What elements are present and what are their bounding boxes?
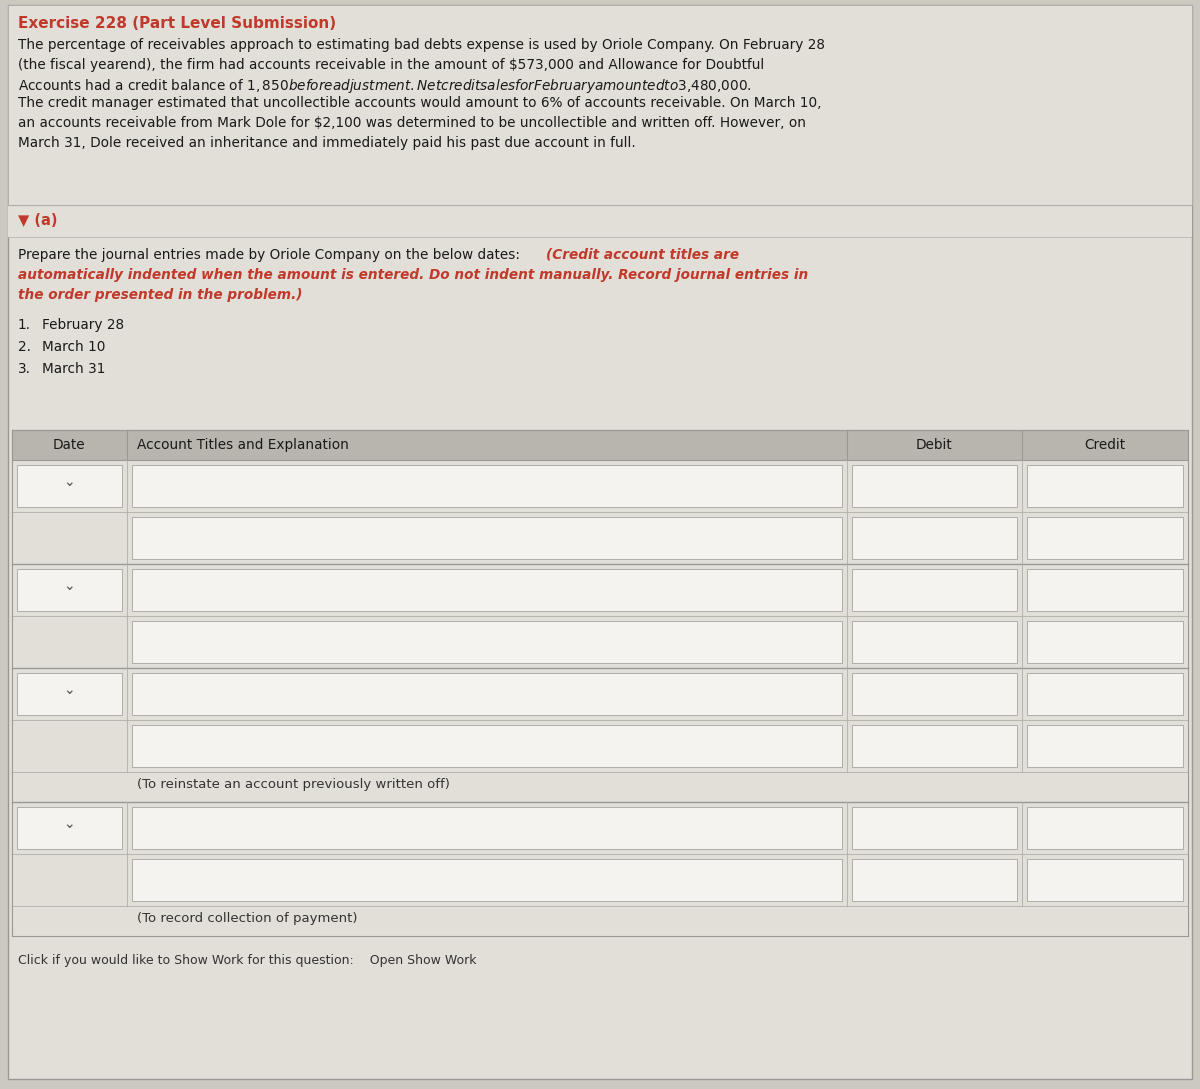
FancyBboxPatch shape xyxy=(852,465,1018,507)
FancyBboxPatch shape xyxy=(1027,568,1183,611)
Text: 1.: 1. xyxy=(18,318,31,332)
Text: Debit: Debit xyxy=(916,438,953,452)
Text: Prepare the journal entries made by Oriole Company on the below dates:: Prepare the journal entries made by Orio… xyxy=(18,248,524,262)
Text: automatically indented when the amount is entered. Do not indent manually. Recor: automatically indented when the amount i… xyxy=(18,268,809,282)
FancyBboxPatch shape xyxy=(17,673,122,715)
FancyBboxPatch shape xyxy=(852,621,1018,663)
FancyBboxPatch shape xyxy=(17,568,122,611)
Text: March 31: March 31 xyxy=(42,362,106,376)
FancyBboxPatch shape xyxy=(1027,517,1183,559)
Text: March 10: March 10 xyxy=(42,340,106,354)
FancyBboxPatch shape xyxy=(1027,621,1183,663)
Text: Click if you would like to Show Work for this question:    Open Show Work: Click if you would like to Show Work for… xyxy=(18,954,476,967)
Text: Exercise 228 (Part Level Submission): Exercise 228 (Part Level Submission) xyxy=(18,16,336,30)
FancyBboxPatch shape xyxy=(132,517,842,559)
Text: (the fiscal yearend), the firm had accounts receivable in the amount of $573,000: (the fiscal yearend), the firm had accou… xyxy=(18,58,764,72)
Text: Credit: Credit xyxy=(1085,438,1126,452)
FancyBboxPatch shape xyxy=(1027,465,1183,507)
Text: an accounts receivable from Mark Dole for $2,100 was determined to be uncollecti: an accounts receivable from Mark Dole fo… xyxy=(18,117,806,130)
FancyBboxPatch shape xyxy=(132,465,842,507)
Text: February 28: February 28 xyxy=(42,318,124,332)
FancyBboxPatch shape xyxy=(12,430,1188,460)
FancyBboxPatch shape xyxy=(852,859,1018,901)
Text: 3.: 3. xyxy=(18,362,31,376)
FancyBboxPatch shape xyxy=(8,205,1192,237)
FancyBboxPatch shape xyxy=(132,859,842,901)
Text: ⌄: ⌄ xyxy=(64,817,74,831)
FancyBboxPatch shape xyxy=(852,517,1018,559)
FancyBboxPatch shape xyxy=(132,807,842,849)
Text: (To reinstate an account previously written off): (To reinstate an account previously writ… xyxy=(137,778,450,791)
FancyBboxPatch shape xyxy=(1027,673,1183,715)
Text: the order presented in the problem.): the order presented in the problem.) xyxy=(18,287,302,302)
Text: ▼ (a): ▼ (a) xyxy=(18,213,58,228)
FancyBboxPatch shape xyxy=(1027,807,1183,849)
Text: Date: Date xyxy=(53,438,85,452)
Text: ⌄: ⌄ xyxy=(64,683,74,697)
FancyBboxPatch shape xyxy=(8,5,1192,205)
FancyBboxPatch shape xyxy=(17,807,122,849)
Text: ⌄: ⌄ xyxy=(64,475,74,489)
FancyBboxPatch shape xyxy=(132,621,842,663)
Text: (Credit account titles are: (Credit account titles are xyxy=(546,248,739,262)
FancyBboxPatch shape xyxy=(852,725,1018,767)
Text: ⌄: ⌄ xyxy=(64,579,74,594)
Text: March 31, Dole received an inheritance and immediately paid his past due account: March 31, Dole received an inheritance a… xyxy=(18,135,636,149)
FancyBboxPatch shape xyxy=(132,725,842,767)
FancyBboxPatch shape xyxy=(1027,859,1183,901)
FancyBboxPatch shape xyxy=(132,673,842,715)
Text: Account Titles and Explanation: Account Titles and Explanation xyxy=(137,438,349,452)
FancyBboxPatch shape xyxy=(8,5,1192,1079)
Text: (To record collection of payment): (To record collection of payment) xyxy=(137,911,358,925)
FancyBboxPatch shape xyxy=(132,568,842,611)
FancyBboxPatch shape xyxy=(852,673,1018,715)
Text: 2.: 2. xyxy=(18,340,31,354)
FancyBboxPatch shape xyxy=(17,465,122,507)
Text: Accounts had a credit balance of $1,850 before adjustment. Net credit sales for : Accounts had a credit balance of $1,850 … xyxy=(18,77,752,95)
Text: The credit manager estimated that uncollectible accounts would amount to 6% of a: The credit manager estimated that uncoll… xyxy=(18,97,822,110)
FancyBboxPatch shape xyxy=(1027,725,1183,767)
Text: The percentage of receivables approach to estimating bad debts expense is used b: The percentage of receivables approach t… xyxy=(18,38,826,52)
FancyBboxPatch shape xyxy=(852,807,1018,849)
FancyBboxPatch shape xyxy=(852,568,1018,611)
